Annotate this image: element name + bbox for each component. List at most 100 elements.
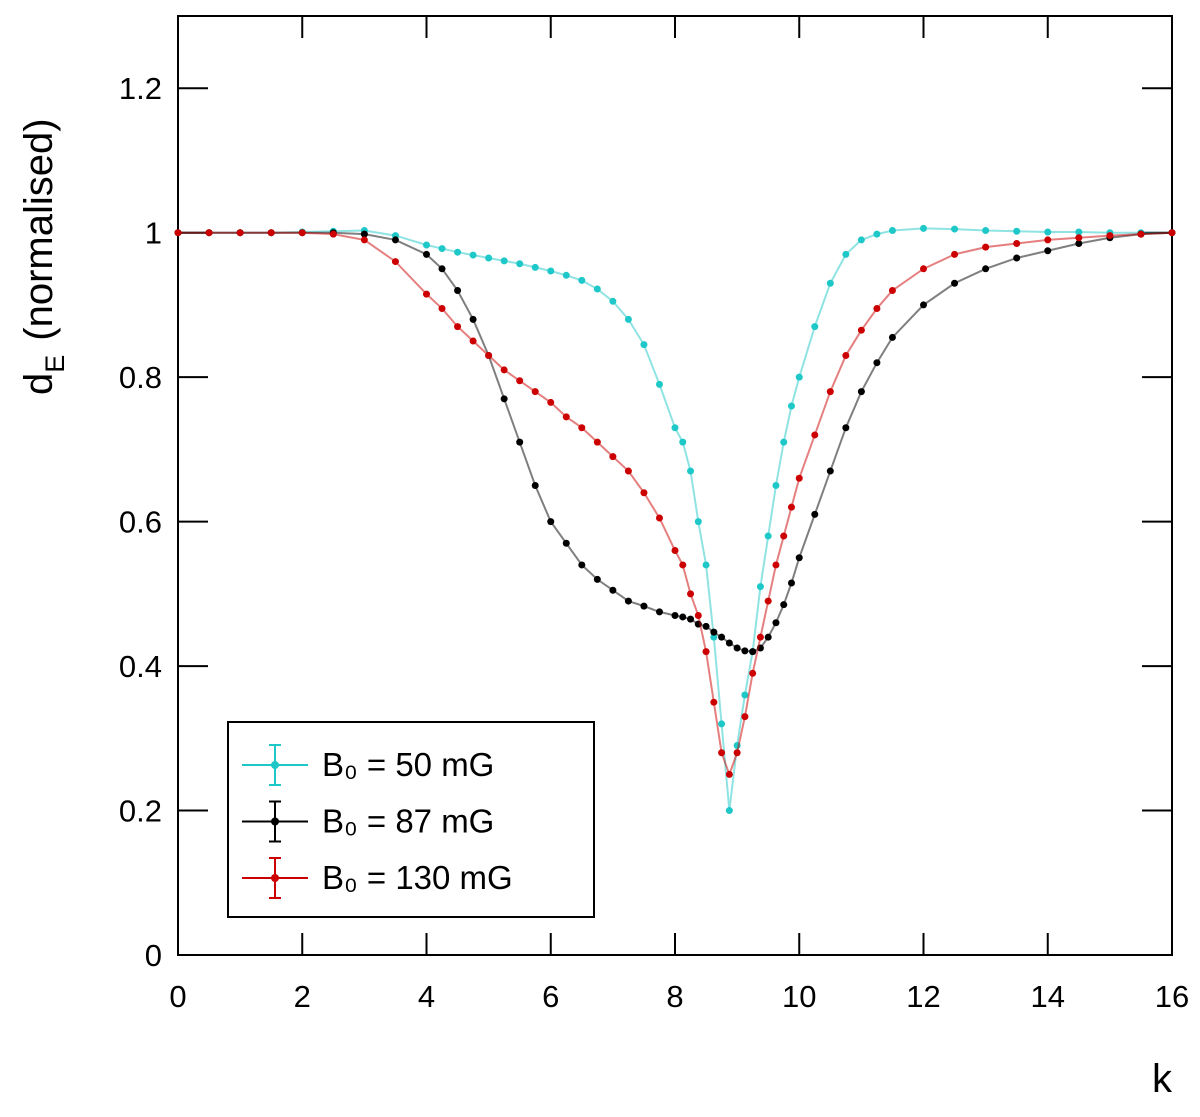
data-point — [485, 254, 493, 262]
data-point — [780, 532, 788, 540]
data-point — [655, 514, 663, 522]
data-point — [679, 438, 687, 446]
data-point — [1137, 230, 1145, 238]
data-point — [764, 633, 772, 641]
data-point — [873, 305, 881, 313]
data-point — [1013, 227, 1021, 235]
data-point — [485, 351, 493, 359]
data-point — [982, 227, 990, 235]
data-point — [857, 326, 865, 334]
y-tick-label: 0.2 — [119, 794, 162, 829]
data-point — [516, 377, 524, 385]
data-point — [391, 258, 399, 266]
data-point — [531, 482, 539, 489]
data-point — [764, 597, 772, 605]
data-point — [640, 489, 648, 497]
x-tick-label: 12 — [906, 979, 940, 1014]
data-point — [1044, 228, 1052, 236]
data-point — [710, 633, 718, 641]
data-point — [982, 243, 990, 251]
data-point — [578, 561, 586, 569]
data-point — [640, 341, 648, 349]
y-label-text: (normalised) — [17, 118, 61, 340]
legend-label: B₀ = 50 mG — [322, 746, 494, 783]
data-point — [624, 597, 632, 605]
data-point — [710, 698, 718, 706]
legend-label: B₀ = 130 mG — [322, 859, 513, 896]
data-point — [438, 245, 446, 253]
data-point — [562, 539, 570, 547]
data-point — [982, 265, 990, 273]
data-point — [857, 236, 865, 244]
data-point — [609, 297, 617, 305]
data-point — [562, 413, 570, 421]
data-point — [920, 224, 927, 232]
data-point — [694, 518, 702, 526]
x-axis-label: k — [1152, 1057, 1173, 1101]
data-point — [531, 263, 539, 271]
y-tick-label: 0.8 — [119, 360, 162, 395]
data-point — [329, 230, 337, 238]
data-point — [438, 265, 446, 273]
data-point — [718, 633, 726, 641]
y-label-symbol: d — [17, 373, 61, 395]
x-tick-label: 10 — [782, 979, 816, 1014]
y-axis-label: dE (normalised) — [17, 118, 70, 395]
data-point — [772, 619, 780, 627]
data-point — [888, 227, 896, 235]
data-point — [733, 644, 741, 652]
data-point — [500, 366, 508, 374]
x-tick-label: 16 — [1155, 979, 1189, 1014]
data-point — [873, 230, 881, 238]
data-point — [725, 770, 733, 778]
data-point — [811, 323, 819, 331]
y-label-subscript: E — [40, 355, 70, 373]
data-point — [391, 236, 399, 244]
data-point — [857, 388, 865, 396]
data-point — [609, 586, 617, 594]
data-point — [671, 612, 679, 620]
data-point — [1075, 240, 1083, 248]
data-point — [873, 359, 881, 367]
data-point — [826, 467, 834, 475]
data-point — [593, 575, 601, 583]
data-point — [733, 749, 741, 757]
data-point — [725, 807, 733, 815]
data-point — [655, 608, 663, 616]
data-point — [671, 547, 679, 555]
x-tick-label: 6 — [542, 979, 559, 1014]
data-point — [679, 561, 687, 569]
data-point — [741, 713, 749, 721]
data-point — [687, 590, 695, 598]
data-point — [951, 279, 959, 287]
y-tick-label: 1.2 — [119, 71, 162, 106]
data-point — [741, 691, 749, 699]
data-point — [1106, 232, 1114, 240]
data-point — [749, 648, 757, 656]
data-point — [516, 438, 524, 446]
data-point — [842, 351, 850, 359]
data-point — [578, 276, 586, 284]
x-tick-label: 0 — [169, 979, 186, 1014]
data-point — [780, 438, 788, 446]
data-point — [516, 260, 524, 268]
data-point — [1075, 228, 1083, 236]
data-point — [360, 236, 368, 244]
data-point — [267, 229, 275, 237]
legend-marker — [271, 817, 279, 826]
data-point — [593, 438, 601, 446]
x-tick-label: 4 — [418, 979, 435, 1014]
data-point — [749, 669, 757, 677]
data-point — [547, 267, 555, 275]
data-point — [423, 290, 430, 298]
data-point — [609, 453, 617, 461]
data-point — [298, 229, 306, 237]
data-point — [624, 467, 632, 475]
data-point — [920, 265, 927, 273]
data-point — [920, 301, 927, 309]
data-point — [718, 749, 726, 757]
data-point — [469, 337, 477, 345]
data-point — [469, 251, 477, 259]
data-point — [454, 286, 462, 294]
